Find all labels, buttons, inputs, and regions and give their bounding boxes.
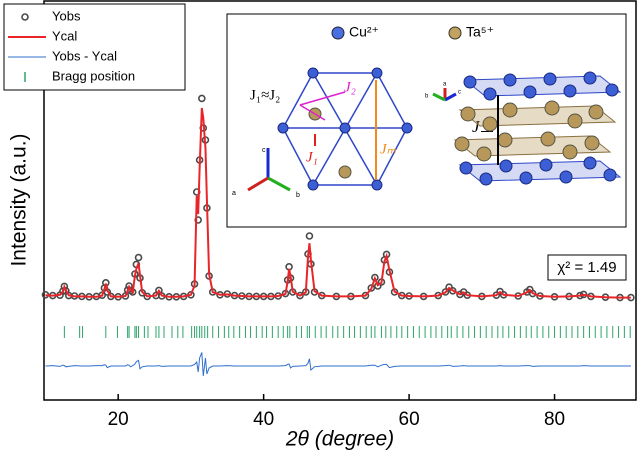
plot-frame — [43, 0, 637, 401]
legend-label: Bragg position — [52, 68, 135, 83]
obs-point — [305, 232, 314, 240]
layers — [453, 71, 622, 186]
x-tick-label: 40 — [253, 409, 274, 430]
inset-frame — [226, 13, 627, 228]
legend-label: Ycal — [52, 28, 77, 43]
plot-area: 20 40 60 80 — [41, 94, 635, 430]
series-line — [45, 107, 631, 299]
coupling-label: J₂ — [344, 79, 356, 95]
coupling-label: Jₘ — [380, 141, 397, 157]
cu-atoms — [277, 67, 413, 191]
obs-point — [448, 286, 457, 295]
atom-label: Ta⁵⁺ — [466, 24, 494, 40]
j2-arrow — [299, 91, 346, 106]
legend-label: Yobs - Ycal — [52, 48, 117, 63]
coupling-label: J₁ — [306, 149, 318, 165]
x-tick-label: 20 — [108, 409, 129, 430]
coupling-label: J₁≈J₂ — [250, 87, 280, 103]
y-axis-label: Intensity (a.u.) — [8, 133, 31, 266]
chi-square: χ² = 1.49 — [557, 259, 616, 276]
ta-icon — [448, 26, 462, 40]
series-line — [45, 352, 631, 377]
axis-letter: b — [425, 94, 429, 100]
obs-point — [367, 284, 376, 292]
annotation-box — [547, 254, 627, 281]
inset: Cu²⁺ Ta⁵⁺ J₁≈J₂ J₂ J₁ Jₘ J⊥ c a b b a c — [226, 13, 627, 228]
obs-point — [296, 291, 304, 300]
x-tick-label: 80 — [544, 409, 565, 430]
obs-point — [198, 94, 206, 103]
obs-point — [155, 286, 163, 295]
axes-triad — [247, 88, 457, 192]
obs-point — [579, 290, 588, 299]
x-axis-label: 2θ (degree) — [285, 428, 394, 451]
obs-point — [134, 253, 143, 262]
legend-marker — [21, 13, 29, 21]
axis-letter: c — [458, 90, 461, 96]
cu-icon — [331, 26, 345, 40]
j2-arrow — [299, 104, 326, 121]
axis-letter: a — [232, 190, 236, 197]
legend-label: Yobs — [52, 8, 81, 23]
atom-label: Cu²⁺ — [349, 24, 379, 40]
x-tick-label: 60 — [399, 409, 420, 430]
axis-letter: c — [262, 147, 266, 154]
obs-point — [441, 288, 450, 296]
legend-box — [3, 3, 186, 91]
axis-letter: b — [296, 192, 300, 199]
axis-letter: a — [443, 82, 447, 88]
legend: Yobs Ycal Yobs - Ycal Bragg position — [8, 8, 135, 83]
